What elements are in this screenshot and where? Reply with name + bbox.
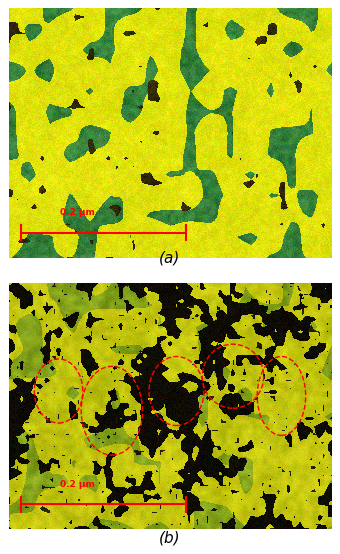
Text: (a): (a) [159, 251, 181, 266]
Text: 0.2 μm: 0.2 μm [60, 208, 95, 217]
Text: 0.2 μm: 0.2 μm [60, 480, 95, 489]
Text: (b): (b) [159, 531, 181, 546]
